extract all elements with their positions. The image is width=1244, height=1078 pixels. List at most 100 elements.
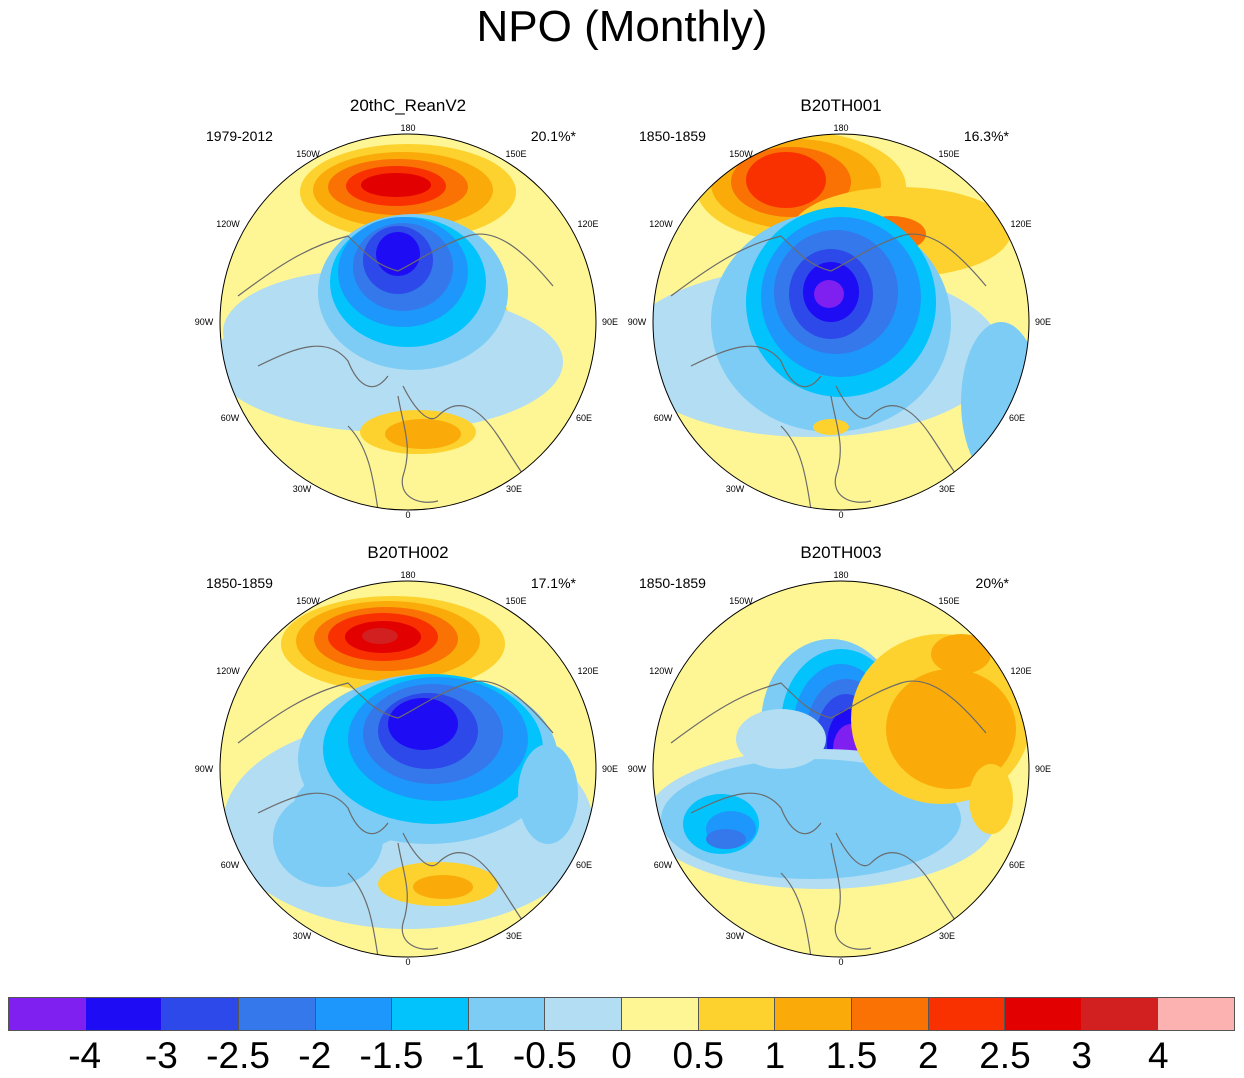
contour-region <box>362 628 398 644</box>
coastlines <box>670 233 987 510</box>
lon-label-lr: 60E <box>575 413 593 423</box>
colorbar-swatch <box>468 998 546 1030</box>
lon-label-ll: 60W <box>653 413 673 423</box>
lon-label-l: 90W <box>627 764 647 774</box>
colorbar-swatch <box>775 998 852 1030</box>
coastlines <box>670 680 987 957</box>
lon-label-l: 90W <box>627 317 647 327</box>
lon-label-lr: 60E <box>1008 413 1026 423</box>
colorbar-tick-label: -4 <box>68 1035 102 1076</box>
variance-percent: 16.3%* <box>963 128 1009 144</box>
polar-map <box>219 133 597 511</box>
lon-label-tr: 150E <box>938 149 960 159</box>
period-label: 1850-1859 <box>639 128 706 144</box>
map-border <box>652 580 1030 958</box>
variance-percent: 20.1%* <box>530 128 576 144</box>
lon-label-ul: 120W <box>649 219 673 229</box>
colorbar-swatch <box>392 998 469 1030</box>
map-border <box>219 580 597 958</box>
colorbar-swatch <box>928 998 1006 1030</box>
variance-percent: 20%* <box>975 575 1009 591</box>
contour-region <box>969 764 1013 834</box>
period-label: 1979-2012 <box>206 128 273 144</box>
panel-b20th002: B20TH002 1850-1859 17.1%* 180 150W 150E 120W 12… <box>194 543 618 983</box>
lon-label-top: 180 <box>833 123 849 133</box>
lon-label-bottom: 0 <box>838 510 844 520</box>
colorbar-swatch <box>622 998 699 1030</box>
colorbar-swatch <box>1005 998 1082 1030</box>
colorbar-swatch <box>545 998 622 1030</box>
lon-label-br: 30E <box>505 484 523 494</box>
panel-reanalysis: 20thC_ReanV2 1979-2012 20.1%* 180 150W 150E 12… <box>195 96 618 536</box>
contour-region <box>361 173 431 197</box>
coastlines <box>237 680 554 957</box>
colorbar-swatch <box>1158 998 1234 1030</box>
coastlines <box>237 233 554 510</box>
lon-label-bottom: 0 <box>405 510 411 520</box>
colorbar-tick-label: -3 <box>144 1035 178 1076</box>
panel-title: B20TH001 <box>800 96 882 115</box>
contour-region <box>931 634 991 674</box>
colorbar-tick-label: -1.5 <box>359 1035 424 1076</box>
lon-label-br: 30E <box>938 484 956 494</box>
variance-percent: 17.1%* <box>530 575 576 591</box>
contour-region <box>413 875 473 899</box>
lon-label-ur: 120E <box>1010 219 1032 229</box>
lon-label-ur: 120E <box>1010 666 1032 676</box>
lon-label-ll: 60W <box>220 413 240 423</box>
map-border <box>219 133 597 511</box>
lon-label-tr: 150E <box>505 596 527 606</box>
panel-b20th001: B20TH001 1850-1859 16.3%* 180 150W 150E 120W 12… <box>627 96 1052 536</box>
period-label: 1850-1859 <box>206 575 273 591</box>
lon-label-ul: 120W <box>649 666 673 676</box>
lon-label-top: 180 <box>400 570 416 580</box>
colorbar-swatch <box>698 998 776 1030</box>
lon-label-r: 90E <box>1034 317 1052 327</box>
contour-region <box>771 596 831 632</box>
polar-map <box>652 133 1030 511</box>
lon-label-bl: 30W <box>725 484 745 494</box>
contour-region <box>961 322 1029 482</box>
lon-label-tr: 150E <box>505 149 527 159</box>
lon-label-bl: 30W <box>292 931 312 941</box>
colorbar-tick-label: -0.5 <box>512 1035 577 1076</box>
lon-label-ur: 120E <box>577 666 599 676</box>
contour-region <box>736 709 826 769</box>
contour-region <box>376 232 420 276</box>
lon-label-l: 90W <box>194 764 214 774</box>
colorbar-swatch <box>9 998 86 1030</box>
lon-label-br: 30E <box>938 931 956 941</box>
contour-region <box>388 698 458 750</box>
lon-label-tl: 150W <box>729 596 753 606</box>
colorbar-swatch <box>85 998 163 1030</box>
lon-label-ll: 60W <box>220 860 240 870</box>
period-label: 1850-1859 <box>639 575 706 591</box>
colorbar-tick-label: 1 <box>764 1035 786 1076</box>
contour-region <box>886 669 1016 789</box>
contour-region <box>814 280 844 308</box>
colorbar-tick-label: -2.5 <box>206 1035 270 1076</box>
colorbar-tick-label: 2 <box>917 1035 939 1076</box>
lon-label-ul: 120W <box>216 666 240 676</box>
lon-label-bl: 30W <box>725 931 745 941</box>
lon-label-bottom: 0 <box>405 957 411 967</box>
lon-label-lr: 60E <box>1008 860 1026 870</box>
lon-label-tr: 150E <box>938 596 960 606</box>
lon-label-tl: 150W <box>729 149 753 159</box>
lon-label-r: 90E <box>1034 764 1052 774</box>
polar-map <box>219 580 597 958</box>
colorbar-swatch <box>851 998 929 1030</box>
colorbar-swatch <box>315 998 393 1030</box>
contour-region <box>518 744 578 844</box>
lon-label-tl: 150W <box>296 596 320 606</box>
colorbar-tick-label: 0.5 <box>672 1035 724 1076</box>
colorbar-tick-label: 0 <box>611 1035 632 1076</box>
panel-title: 20thC_ReanV2 <box>349 96 467 115</box>
panel-b20th003: B20TH003 1850-1859 20%* 180 150W 150E 120W 120E… <box>627 543 1052 983</box>
map-border <box>652 133 1030 511</box>
lon-label-ur: 120E <box>577 219 599 229</box>
lon-label-ll: 60W <box>653 860 673 870</box>
colorbar-tick-label: -2 <box>298 1035 332 1076</box>
contour-region <box>706 829 746 849</box>
colorbar-swatch <box>238 998 316 1030</box>
